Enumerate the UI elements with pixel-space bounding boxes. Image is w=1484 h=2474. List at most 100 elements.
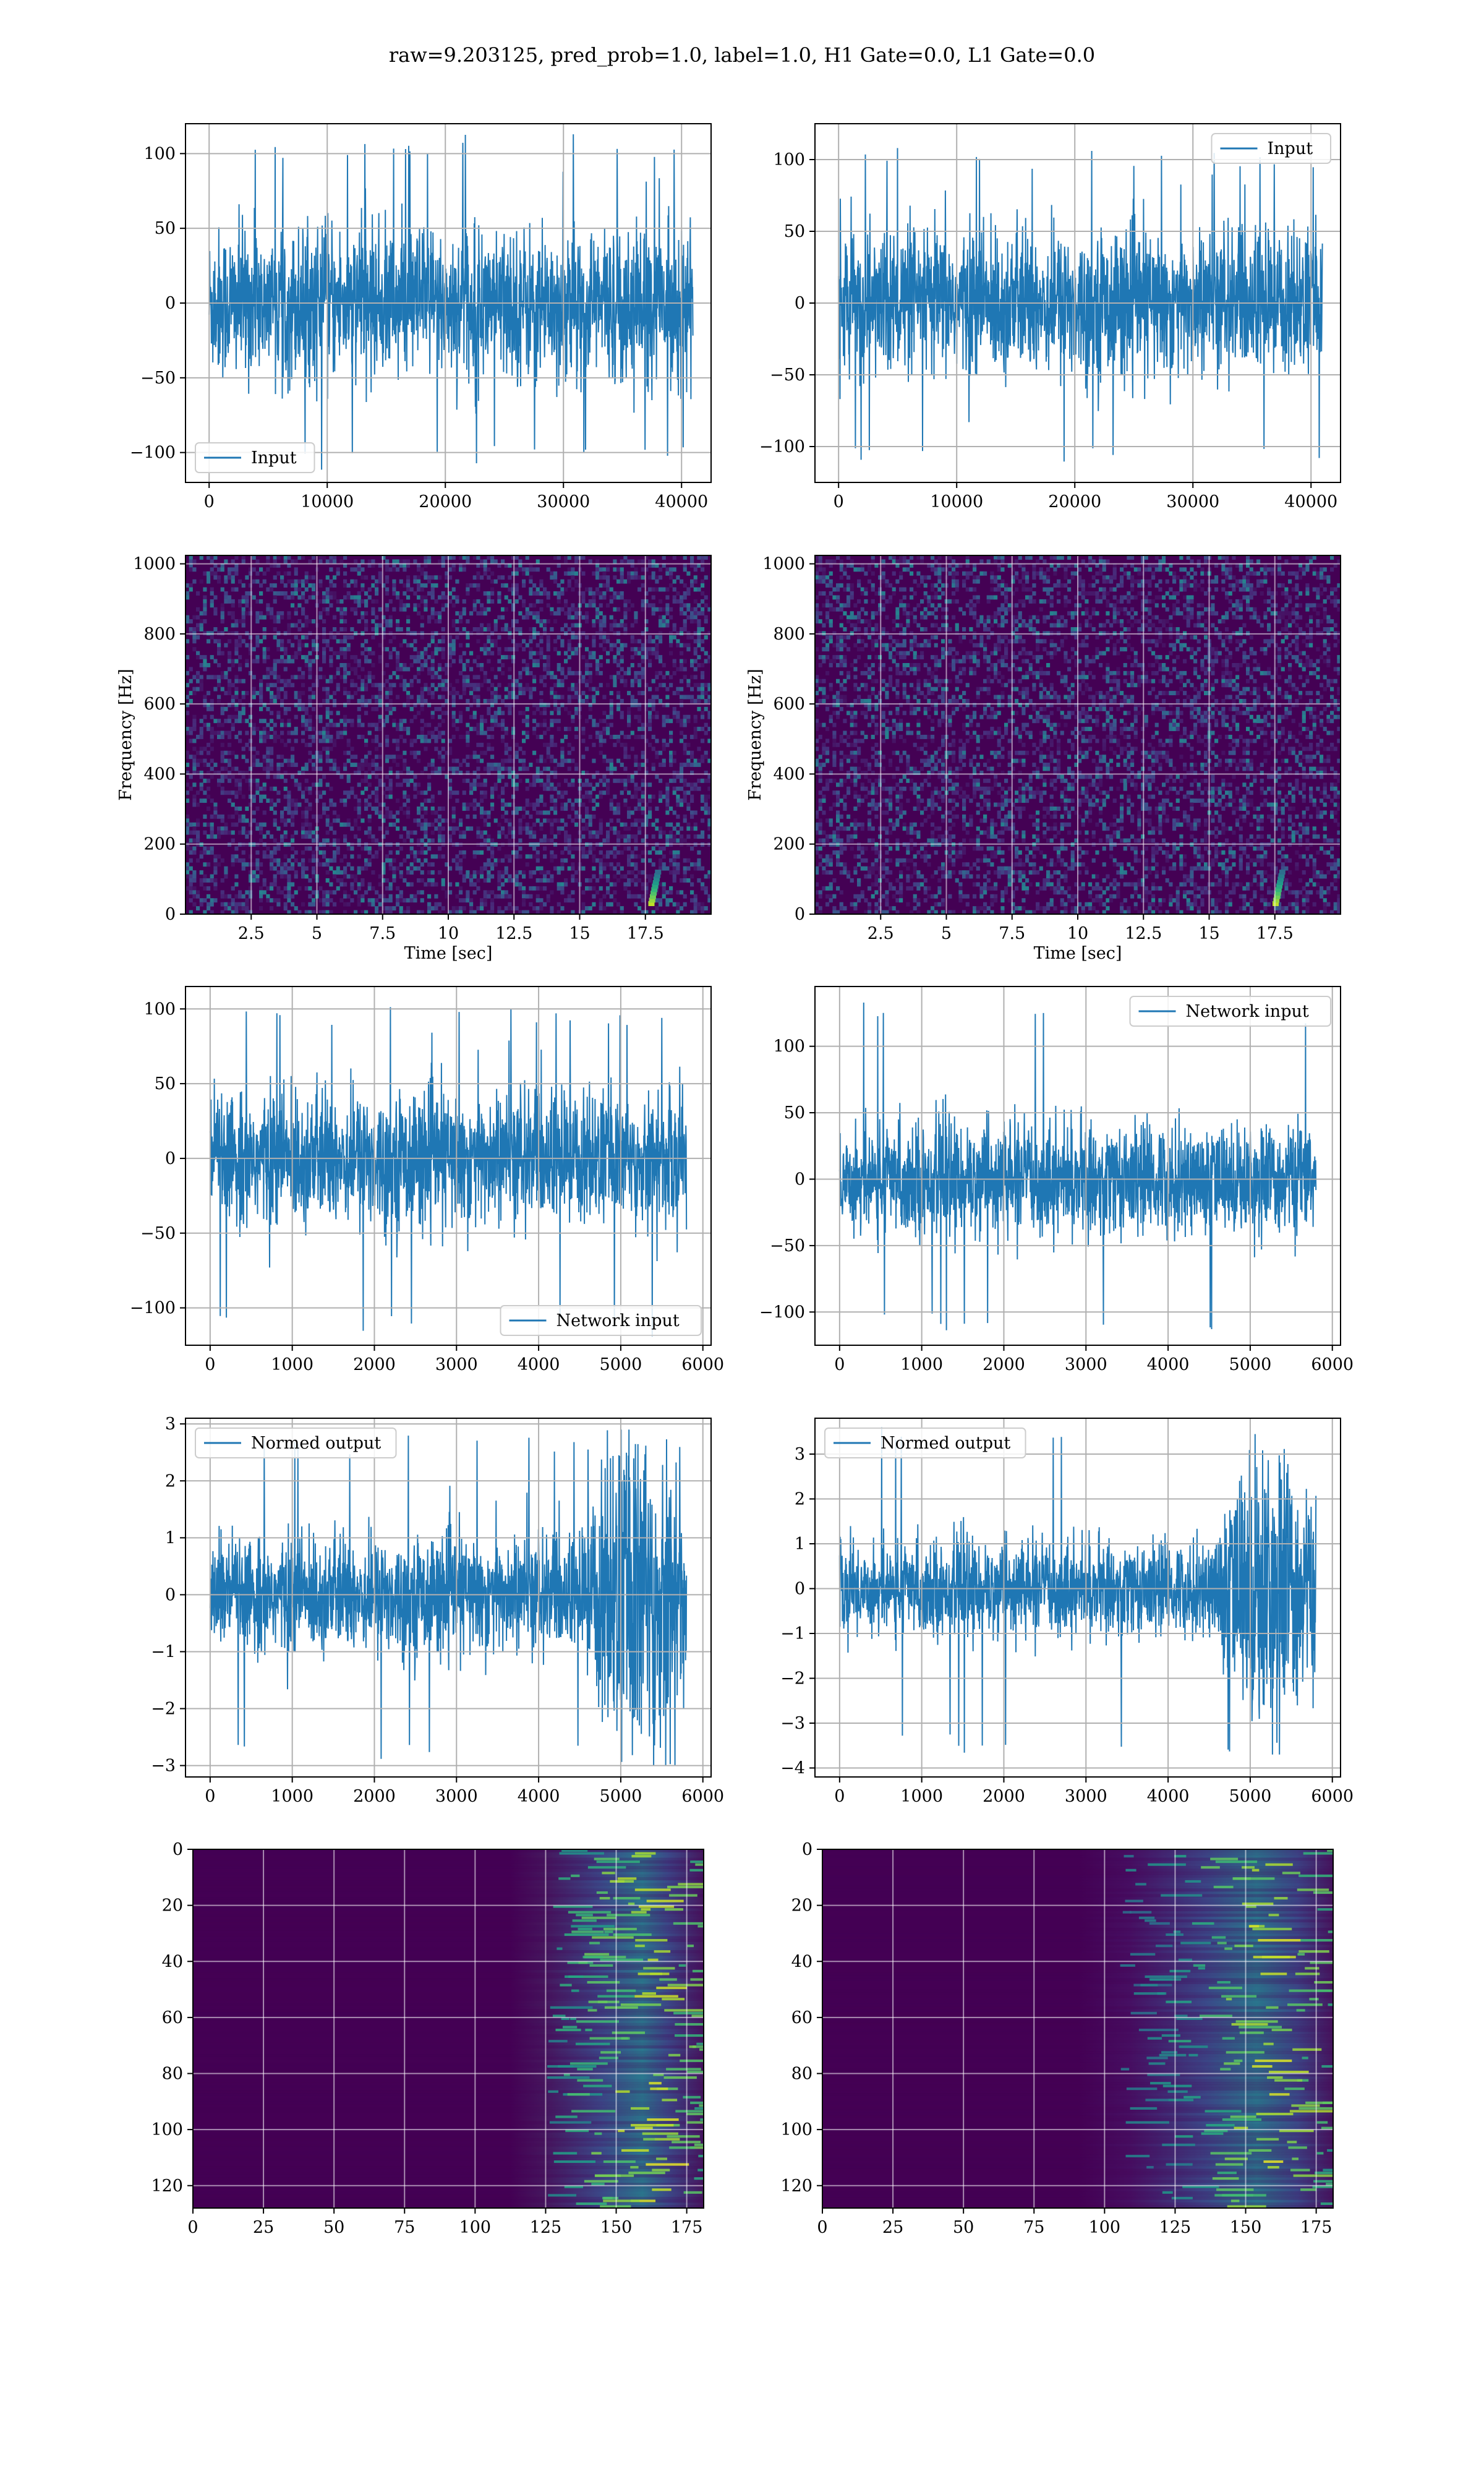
heatmap-cell	[224, 579, 228, 584]
heatmap-cell	[497, 846, 501, 851]
heatmap-cell	[672, 866, 676, 871]
heatmap-cell	[609, 902, 613, 907]
heatmap-cell	[213, 882, 218, 887]
heatmap-cell	[420, 703, 424, 708]
heatmap-cell	[497, 659, 501, 664]
heatmap-cell	[417, 659, 421, 664]
heatmap-cell	[396, 850, 400, 855]
heatmap-cell	[364, 627, 369, 631]
heatmap-cell	[497, 591, 501, 596]
heatmap-cell	[529, 575, 533, 580]
heatmap-cell	[665, 607, 670, 612]
heatmap-cell	[623, 782, 628, 787]
heatmap-cell	[659, 826, 663, 831]
heatmap-cell	[634, 755, 638, 760]
heatmap-cell	[333, 902, 337, 907]
heatmap-cell	[574, 838, 579, 843]
heatmap-cell	[312, 814, 316, 819]
heatmap-cell	[339, 870, 344, 875]
heatmap-cell	[339, 882, 344, 887]
heatmap-cell	[249, 794, 253, 799]
heatmap-cell	[522, 738, 526, 743]
heatmap-cell	[318, 898, 323, 903]
heatmap-cell	[466, 659, 470, 664]
heatmap-cell	[455, 858, 459, 863]
heatmap-cell	[574, 651, 579, 656]
heatmap-cell	[413, 850, 417, 855]
heatmap-cell	[683, 695, 687, 700]
heatmap-cell	[602, 774, 607, 779]
heatmap-cell	[189, 738, 193, 743]
heatmap-cell	[532, 703, 537, 708]
heatmap-cell	[238, 714, 242, 719]
heatmap-cell	[535, 659, 540, 664]
heatmap-cell	[599, 850, 603, 855]
heatmap-cell	[501, 882, 505, 887]
heatmap-cell	[630, 639, 634, 644]
heatmap-cell	[210, 830, 214, 835]
heatmap-cell	[378, 766, 382, 771]
heatmap-cell	[490, 802, 495, 807]
heatmap-cell	[585, 699, 589, 703]
heatmap-cell	[451, 818, 456, 823]
heatmap-cell	[266, 747, 270, 751]
heatmap-cell	[525, 643, 529, 648]
heatmap-cell	[396, 722, 400, 727]
heatmap-cell	[308, 834, 312, 839]
heatmap-cell	[357, 563, 361, 568]
heatmap-cell	[469, 790, 474, 795]
heatmap-cell	[266, 894, 270, 899]
heatmap-cell	[249, 854, 253, 859]
heatmap-cell	[627, 711, 631, 716]
heatmap-cell	[388, 910, 393, 914]
heatmap-cell	[588, 834, 592, 839]
heatmap-cell	[228, 742, 232, 747]
heatmap-cell	[627, 691, 631, 696]
heatmap-cell	[273, 738, 277, 743]
heatmap-cell	[280, 615, 284, 620]
heatmap-cell	[270, 615, 274, 620]
heatmap-cell	[196, 890, 200, 895]
heatmap-cell	[581, 802, 586, 807]
heatmap-cell	[602, 874, 607, 879]
heatmap-cell	[644, 766, 649, 771]
heatmap-cell	[213, 555, 218, 560]
heatmap-cell	[508, 830, 512, 835]
heatmap-cell	[501, 699, 505, 703]
heatmap-cell	[448, 786, 453, 791]
heatmap-cell	[427, 763, 432, 768]
heatmap-cell	[343, 894, 348, 899]
heatmap-cell	[693, 659, 697, 664]
heatmap-cell	[312, 591, 316, 596]
heatmap-cell	[417, 890, 421, 895]
heatmap-cell	[192, 758, 197, 763]
heatmap-cell	[662, 830, 666, 835]
heatmap-cell	[532, 635, 537, 640]
heatmap-cell	[514, 619, 519, 624]
heatmap-cell	[308, 727, 312, 732]
heatmap-cell	[329, 798, 333, 803]
heatmap-cell	[283, 874, 288, 879]
heatmap-cell	[322, 802, 326, 807]
heatmap-cell	[280, 678, 284, 683]
heatmap-cell	[291, 834, 295, 839]
heatmap-cell	[529, 854, 533, 859]
heatmap-cell	[322, 619, 326, 624]
heatmap-cell	[659, 683, 663, 688]
heatmap-cell	[480, 623, 484, 628]
heatmap-cell	[546, 786, 550, 791]
heatmap-cell	[259, 894, 263, 899]
heatmap-cell	[616, 623, 621, 628]
heatmap-cell	[560, 747, 565, 751]
heatmap-cell	[659, 790, 663, 795]
heatmap-cell	[535, 722, 540, 727]
heatmap-cell	[378, 687, 382, 691]
heatmap-cell	[686, 695, 691, 700]
heatmap-cell	[518, 595, 522, 600]
heatmap-cell	[550, 794, 554, 799]
heatmap-cell	[683, 623, 687, 628]
heatmap-cell	[451, 711, 456, 716]
heatmap-cell	[406, 699, 411, 703]
heatmap-cell	[417, 818, 421, 823]
heatmap-cell	[501, 655, 505, 660]
